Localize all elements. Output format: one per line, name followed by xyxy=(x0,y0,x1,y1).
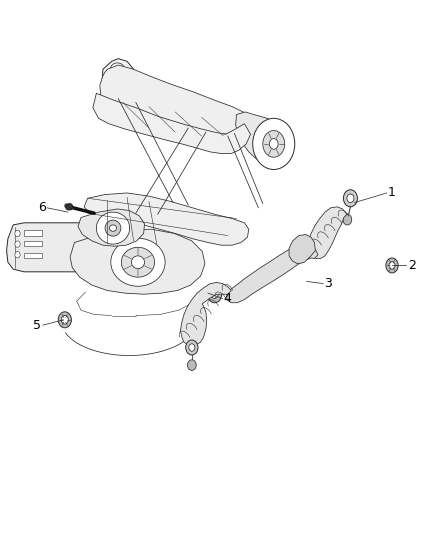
Text: 6: 6 xyxy=(38,201,46,214)
Ellipse shape xyxy=(343,214,352,225)
Polygon shape xyxy=(289,235,315,264)
Ellipse shape xyxy=(208,286,222,303)
Polygon shape xyxy=(24,241,42,246)
Ellipse shape xyxy=(105,220,121,236)
Ellipse shape xyxy=(61,316,68,324)
Polygon shape xyxy=(24,230,42,236)
Polygon shape xyxy=(24,253,42,258)
Ellipse shape xyxy=(15,230,20,237)
Ellipse shape xyxy=(386,258,398,273)
Polygon shape xyxy=(100,65,254,134)
Ellipse shape xyxy=(343,190,357,207)
Polygon shape xyxy=(236,112,293,163)
Polygon shape xyxy=(84,193,249,245)
Ellipse shape xyxy=(110,77,119,85)
Ellipse shape xyxy=(253,118,295,169)
Ellipse shape xyxy=(96,212,130,244)
Ellipse shape xyxy=(269,139,278,149)
Polygon shape xyxy=(307,207,347,259)
Text: 1: 1 xyxy=(388,187,396,199)
Ellipse shape xyxy=(110,225,117,231)
Polygon shape xyxy=(180,282,231,345)
Ellipse shape xyxy=(114,67,120,72)
Ellipse shape xyxy=(15,241,20,247)
Text: 2: 2 xyxy=(408,259,416,272)
Ellipse shape xyxy=(15,252,20,258)
Ellipse shape xyxy=(189,344,195,351)
Polygon shape xyxy=(227,245,318,303)
Ellipse shape xyxy=(131,256,145,269)
Polygon shape xyxy=(93,93,251,154)
Ellipse shape xyxy=(58,312,71,328)
Polygon shape xyxy=(70,229,205,294)
Ellipse shape xyxy=(110,63,124,76)
Ellipse shape xyxy=(121,247,155,277)
Ellipse shape xyxy=(186,340,198,355)
Text: 4: 4 xyxy=(224,292,232,305)
Ellipse shape xyxy=(111,238,165,286)
Ellipse shape xyxy=(66,204,73,210)
Text: 3: 3 xyxy=(325,277,332,290)
Text: 5: 5 xyxy=(33,319,41,332)
Ellipse shape xyxy=(211,290,218,298)
Ellipse shape xyxy=(347,194,354,203)
Ellipse shape xyxy=(263,131,285,157)
Ellipse shape xyxy=(187,360,196,370)
Polygon shape xyxy=(102,59,135,93)
Polygon shape xyxy=(78,209,145,246)
Ellipse shape xyxy=(389,262,395,269)
Polygon shape xyxy=(7,223,109,272)
